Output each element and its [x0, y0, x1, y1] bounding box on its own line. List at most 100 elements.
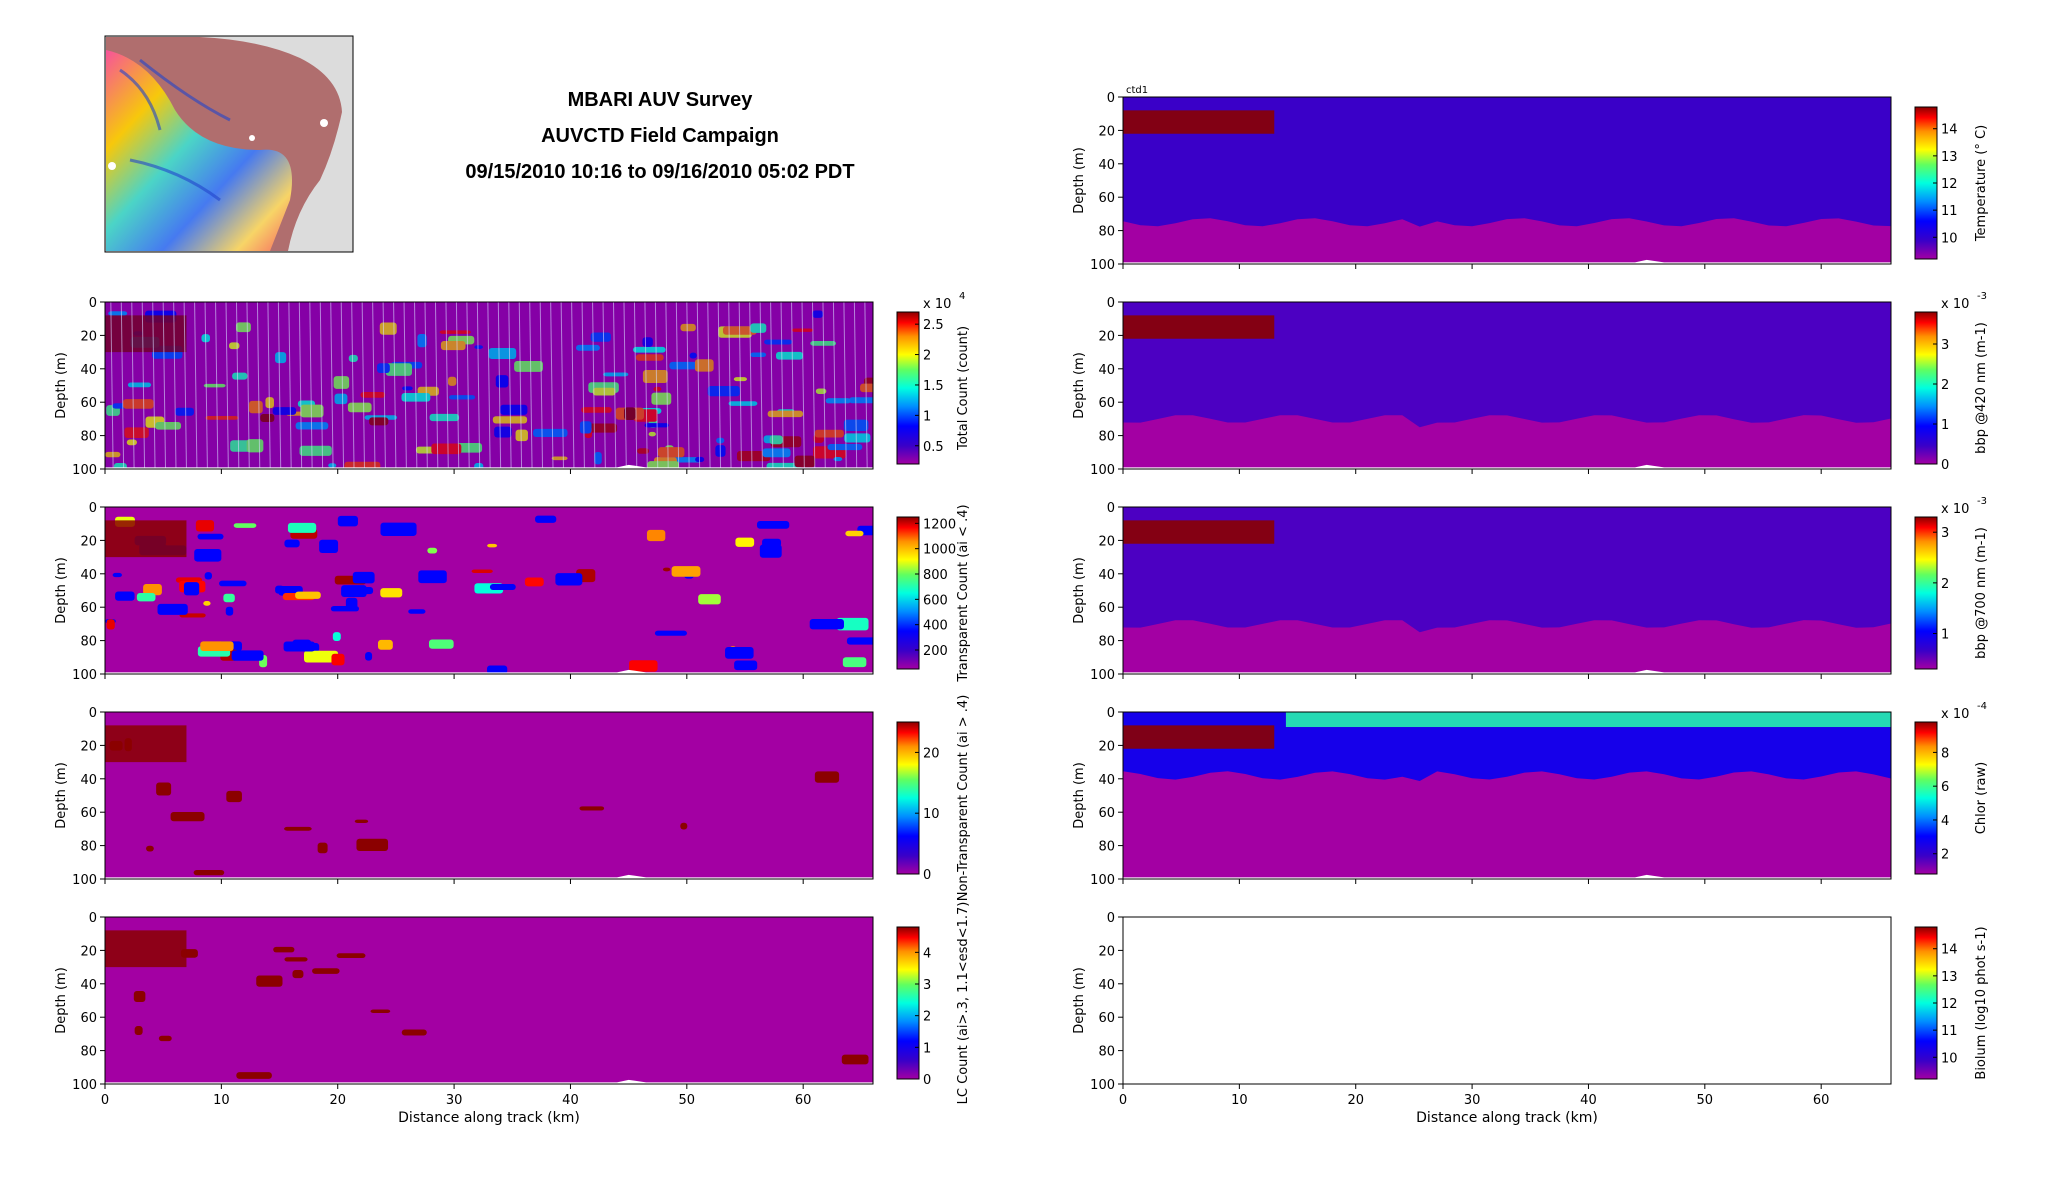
non-transparent-count-ytick-label: 40: [80, 773, 97, 788]
non-transparent-count-colorbar-tick: 0: [923, 868, 931, 883]
bbp420-ytick-label: 20: [1098, 329, 1115, 344]
lc-count-colorbar: 0 1 2 3 4 LC Count (ai>.3, 1.1<esd<1.7): [896, 902, 971, 1105]
lc-count-heatmap: [105, 917, 873, 1084]
biolum-colorbar: 10 11 12 13 14 Biolum (log10 phot s-1): [1914, 926, 1989, 1080]
biolum-ytick-label: 0: [1107, 911, 1115, 926]
biolum-xtick-label: 10: [1231, 1093, 1248, 1108]
temperature-ytick-label: 20: [1098, 124, 1115, 139]
temperature-panel: 0 20 40 60 80 100 Depth (m) ctd1 10 11 12 13 14 Tempe…: [1072, 85, 1989, 273]
biolum-colorbar-tick: 13: [1941, 970, 1958, 985]
bbp700-ylabel: Depth (m): [1072, 557, 1087, 624]
bbp700-ytick-label: 20: [1098, 534, 1115, 549]
lc-count-ytick-label: 60: [80, 1011, 97, 1026]
lc-count-xtick-label: 10: [213, 1093, 230, 1108]
bbp420-colorbar-exponent-power: -3: [1977, 291, 1987, 302]
figure-title: MBARI AUV Survey: [567, 89, 753, 111]
transparent-count-colorbar-tick: 600: [923, 593, 948, 608]
bbp700-colorbar-exponent: x 10: [1941, 502, 1969, 517]
bbp420-colorbar-tick: 1: [1941, 418, 1949, 433]
biolum-ytick-label: 100: [1090, 1078, 1115, 1093]
transparent-count-panel: 0 20 40 60 80 100 Depth (m) 200 400 600 800 1000 120…: [54, 501, 971, 683]
lc-count-xtick-label: 20: [329, 1093, 346, 1108]
bbp420-ylabel: Depth (m): [1072, 352, 1087, 419]
bbp700-heatmap: [1123, 507, 1891, 674]
non-transparent-count-heatmap: [105, 712, 873, 879]
figure-time-range: 09/15/2010 10:16 to 09/16/2010 05:02 PDT: [465, 161, 855, 183]
lc-count-colorbar-tick: 0: [923, 1073, 931, 1088]
total-count-colorbar-tick: 1.5: [923, 379, 944, 394]
bbp700-ytick-label: 100: [1090, 668, 1115, 683]
lc-count-colorbar-label: LC Count (ai>.3, 1.1<esd<1.7): [956, 902, 971, 1105]
non-transparent-count-ytick-label: 20: [80, 739, 97, 754]
chlor-ytick-label: 60: [1098, 806, 1115, 821]
non-transparent-count-ytick-label: 80: [80, 840, 97, 855]
total-count-colorbar: 0.5 1 1.5 2 2.5 x 10 4 Total Count (count): [896, 291, 971, 465]
lc-count-colorbar-tick: 4: [923, 946, 931, 961]
temperature-ytick-label: 60: [1098, 191, 1115, 206]
total-count-panel: 0 20 40 60 80 100 Depth (m) 0.5 1 1.5 2 2.5 x 10 4 Tot…: [54, 291, 971, 478]
non-transparent-count-ytick-label: 0: [89, 706, 97, 721]
total-count-colorbar-exponent-power: 4: [959, 291, 965, 302]
lc-count-xtick-label: 50: [679, 1093, 696, 1108]
lc-count-xlabel: Distance along track (km): [398, 1110, 580, 1126]
biolum-xtick-label: 40: [1580, 1093, 1597, 1108]
lc-count-xtick-label: 0: [101, 1093, 109, 1108]
bbp420-ytick-label: 60: [1098, 396, 1115, 411]
biolum-xtick-label: 20: [1347, 1093, 1364, 1108]
lc-count-ytick-label: 80: [80, 1045, 97, 1060]
figure-subtitle: AUVCTD Field Campaign: [541, 125, 779, 147]
lc-count-ytick-label: 40: [80, 978, 97, 993]
bbp420-colorbar-exponent: x 10: [1941, 297, 1969, 312]
bbp700-colorbar-tick: 2: [1941, 577, 1949, 592]
lc-count-xtick-label: 40: [562, 1093, 579, 1108]
biolum-colorbar-tick: 12: [1941, 997, 1958, 1012]
bbp700-ytick-label: 0: [1107, 501, 1115, 516]
total-count-colorbar-exponent: x 10: [923, 297, 951, 312]
non-transparent-count-colorbar-tick: 20: [923, 746, 940, 761]
bbp700-colorbar-tick: 3: [1941, 526, 1949, 541]
bbp420-colorbar: 0 1 2 3 x 10 -3 bbp @420 nm (m-1): [1914, 291, 1989, 473]
biolum-ytick-label: 40: [1098, 978, 1115, 993]
non-transparent-count-colorbar: 0 10 20 Non-Transparent Count (ai > .4): [896, 695, 971, 901]
transparent-count-colorbar-tick: 800: [923, 568, 948, 583]
chlor-ytick-label: 100: [1090, 873, 1115, 888]
bbp420-ytick-label: 40: [1098, 363, 1115, 378]
chlor-panel: 0 20 40 60 80 100 Depth (m) 2 4 6 8 x 10 -4 Chlor (ra…: [1072, 701, 1989, 888]
chlor-colorbar-tick: 8: [1941, 746, 1949, 761]
chlor-ylabel: Depth (m): [1072, 762, 1087, 829]
biolum-colorbar-tick: 11: [1941, 1024, 1958, 1039]
transparent-count-heatmap: [105, 507, 873, 674]
total-count-heatmap: [105, 302, 873, 469]
transparent-count-ylabel: Depth (m): [54, 557, 69, 624]
biolum-xtick-label: 0: [1119, 1093, 1127, 1108]
lc-count-colorbar-tick: 2: [923, 1010, 931, 1025]
chlor-ytick-label: 80: [1098, 840, 1115, 855]
transparent-count-ytick-label: 100: [72, 668, 97, 683]
total-count-ytick-label: 20: [80, 329, 97, 344]
lc-count-ylabel: Depth (m): [54, 967, 69, 1034]
lc-count-colorbar-tick: 3: [923, 978, 931, 993]
temperature-ytick-label: 80: [1098, 225, 1115, 240]
biolum-colorbar-label: Biolum (log10 phot s-1): [1974, 926, 1989, 1079]
bbp700-colorbar: 1 2 3 x 10 -3 bbp @700 nm (m-1): [1914, 496, 1989, 670]
temperature-ylabel: Depth (m): [1072, 147, 1087, 214]
bathymetry-map-icon: [106, 50, 292, 251]
temperature-colorbar-tick: 12: [1941, 177, 1958, 192]
chlor-colorbar-tick: 6: [1941, 780, 1949, 795]
temperature-ytick-label: 0: [1107, 91, 1115, 106]
bbp420-colorbar-tick: 2: [1941, 378, 1949, 393]
bbp420-ytick-label: 80: [1098, 430, 1115, 445]
lc-count-ytick-label: 100: [72, 1078, 97, 1093]
chlor-colorbar-label: Chlor (raw): [1974, 762, 1989, 834]
bbp700-colorbar-tick: 1: [1941, 628, 1949, 643]
transparent-count-colorbar-tick: 1000: [923, 543, 956, 558]
biolum-xtick-label: 60: [1813, 1093, 1830, 1108]
chlor-colorbar: 2 4 6 8 x 10 -4 Chlor (raw): [1914, 701, 1989, 875]
bbp700-ytick-label: 60: [1098, 601, 1115, 616]
temperature-colorbar-tick: 10: [1941, 231, 1958, 246]
bbp700-ytick-label: 40: [1098, 568, 1115, 583]
transparent-count-ytick-label: 60: [80, 601, 97, 616]
lc-count-xtick-label: 60: [795, 1093, 812, 1108]
